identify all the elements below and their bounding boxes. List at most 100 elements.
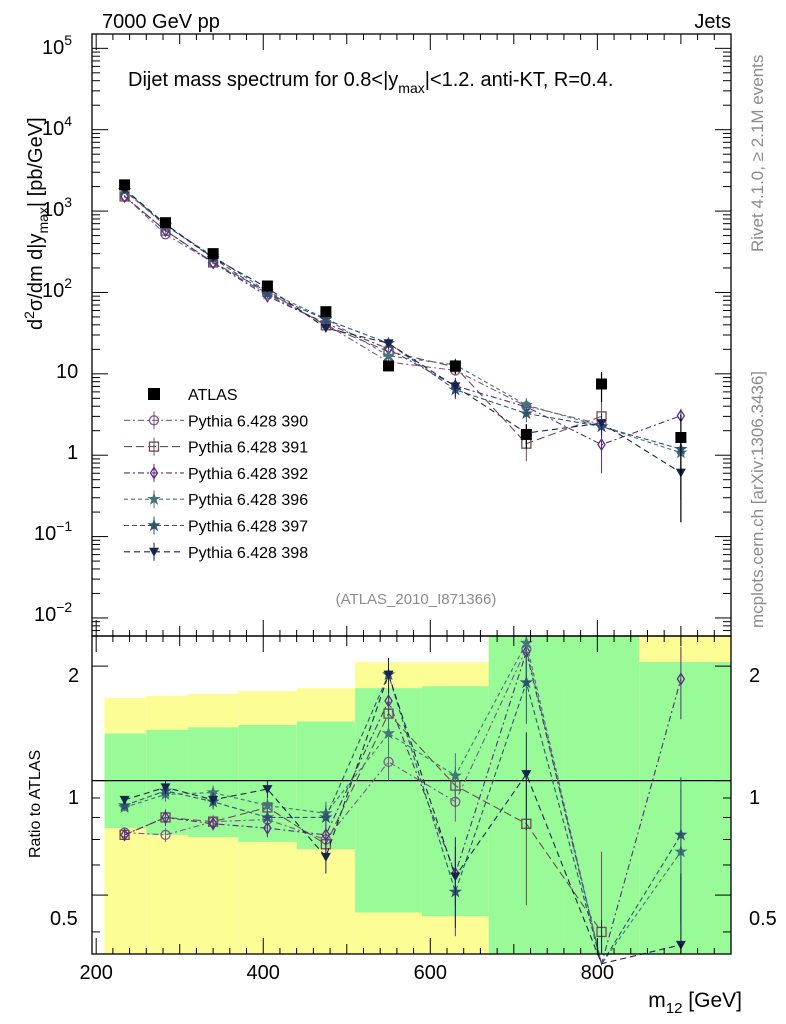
data-point-4	[320, 306, 332, 318]
ratio-line-4	[124, 673, 682, 966]
ratio-marker-5-4	[320, 852, 331, 862]
rtick-2: 2	[68, 665, 79, 687]
plot-title: Dijet mass spectrum for 0.8<|ymax|<1.2. …	[128, 69, 613, 96]
axes-layer	[91, 33, 732, 955]
ytick-1: 1	[67, 442, 78, 464]
ratio-marker-5-1	[160, 783, 171, 793]
main-marker-4-7	[519, 406, 533, 420]
ratio-y-axis-label: Ratio to ATLAS	[27, 750, 44, 858]
ratio-marker-3-6	[448, 768, 462, 782]
legend-marker-4	[147, 518, 161, 532]
main-line-3	[124, 190, 682, 454]
collision-label: 7000 GeV pp	[102, 11, 220, 33]
main-marker-5-6	[450, 382, 461, 392]
data-point-0	[119, 179, 131, 191]
data-point-1	[160, 217, 172, 229]
data-point-3	[261, 280, 273, 292]
legend-entry-3: Pythia 6.428 392	[124, 463, 308, 483]
legend-label-1: Pythia 6.428 390	[188, 413, 308, 430]
ratio-marker-2-0	[120, 828, 129, 842]
ratio-marker-2-4	[321, 828, 331, 842]
mcplots-label: mcplots.cern.ch [arXiv:1306.3436]	[748, 371, 767, 628]
ratio-marker-4-7	[519, 675, 534, 689]
data-point-5	[383, 360, 395, 372]
legend-entry-5: Pythia 6.428 397	[124, 516, 308, 536]
legend-marker-2	[149, 466, 159, 480]
ratio-marker-3-3	[260, 798, 274, 812]
main-marker-5-8	[596, 419, 607, 429]
rtick-1: 1	[68, 787, 79, 809]
xtick-600: 600	[414, 962, 447, 984]
xtick-400: 400	[247, 962, 280, 984]
legend-label-0: ATLAS	[188, 387, 238, 404]
ytick-1e-2: 10−2	[34, 599, 72, 626]
ratio-marker-2-2	[208, 817, 218, 831]
rtick-right-1: 1	[749, 787, 760, 809]
main-line-4	[124, 189, 682, 450]
legend-entry-2: Pythia 6.428 391	[124, 437, 308, 457]
ratio-marker-3-5	[381, 726, 396, 740]
ratio-marker-2-9	[676, 672, 686, 686]
rtick-right-0.5: 0.5	[749, 908, 777, 930]
main-marker-3-5	[381, 348, 396, 362]
ratio-marker-2-3	[263, 821, 272, 835]
ratio-marker-5-2	[208, 795, 219, 805]
ratio-marker-0-1	[160, 829, 171, 841]
ytick-1e-1: 10−1	[34, 518, 72, 545]
legend-entry-1: Pythia 6.428 390	[124, 411, 308, 430]
ratio-marker-4-9	[674, 827, 688, 841]
ratio-marker-4-4	[319, 810, 333, 824]
ratio-marker-2-1	[161, 810, 170, 825]
rtick-right-2: 2	[749, 665, 760, 687]
data-point-9	[675, 432, 687, 444]
main-line-2	[124, 196, 682, 446]
analysis-id-label: (ATLAS_2010_I871366)	[336, 591, 497, 608]
legend-entry-4: Pythia 6.428 396	[124, 490, 308, 509]
legend-label-2: Pythia 6.428 391	[188, 440, 308, 457]
legend-entry-0: ATLAS	[148, 387, 238, 404]
ratio-line-3	[124, 641, 682, 966]
data-point-6	[449, 360, 461, 372]
ratio-marker-2-5	[384, 694, 393, 708]
legend-label-5: Pythia 6.428 397	[188, 519, 308, 536]
x-tick-labels: 200 400 600 800	[79, 962, 614, 984]
ytick-1e3: 103	[42, 194, 72, 221]
ratio-marker-5-7	[521, 770, 532, 780]
main-marker-5-5	[383, 339, 394, 349]
main-marker-4-4	[319, 312, 333, 326]
legend-marker-5	[149, 547, 159, 557]
main-y-axis-label: d2σ/dm d|ymax| [pb/GeV]	[21, 117, 51, 330]
legend-label-3: Pythia 6.428 392	[188, 466, 308, 483]
legend-label-4: Pythia 6.428 396	[188, 492, 308, 509]
ratio-marker-5-6	[450, 872, 461, 882]
ratio-frame	[91, 635, 732, 955]
ratio-line-5	[124, 672, 682, 965]
jets-label: Jets	[694, 11, 731, 33]
ratio-series-5	[119, 658, 686, 965]
ratio-marker-4-0	[118, 798, 132, 812]
ytick-1e2: 102	[42, 275, 72, 302]
legend: ATLAS Pythia 6.428 390 Pythia 6.428 391 Pyt…	[124, 387, 308, 562]
rivet-version-label: Rivet 4.1.0, ≥ 2.1M events	[748, 55, 767, 252]
main-marker-2-8	[597, 437, 606, 452]
band-stat-9	[639, 662, 731, 954]
ytick-1e4: 104	[42, 113, 72, 140]
main-series-2	[120, 189, 686, 474]
main-data	[119, 179, 687, 523]
main-marker-5-4	[320, 324, 331, 334]
ratio-marker-4-3	[260, 810, 274, 824]
main-marker-4-3	[260, 286, 274, 300]
ratio-marker-5-3	[262, 785, 273, 795]
main-line-5	[124, 188, 682, 474]
legend-marker-1	[148, 441, 160, 452]
legend-marker-data	[148, 388, 160, 400]
main-series-layer	[118, 179, 688, 523]
ratio-marker-5-0	[119, 795, 130, 805]
rtick-0.5: 0.5	[50, 908, 78, 930]
legend-label-6: Pythia 6.428 398	[188, 545, 308, 562]
ratio-series-layer	[92, 636, 731, 967]
ratio-marker-0-5	[383, 756, 394, 768]
ytick-10: 10	[56, 361, 78, 383]
data-point-7	[520, 428, 532, 440]
